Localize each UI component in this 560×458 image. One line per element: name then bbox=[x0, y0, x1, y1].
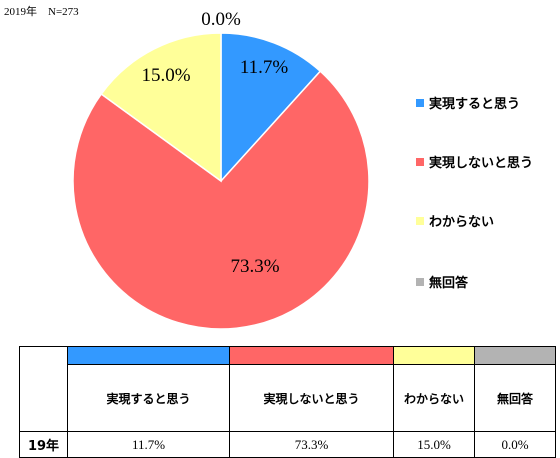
color-cell-2 bbox=[229, 346, 394, 365]
color-cell-3 bbox=[393, 346, 475, 365]
legend-item-1: 実現すると思う bbox=[416, 93, 520, 112]
legend-swatch-2 bbox=[416, 157, 424, 166]
data-table: 実現すると思う 実現しないと思う わからない 無回答 19年 11.7% 73.… bbox=[19, 346, 556, 458]
legend-label-3: わからない bbox=[429, 215, 495, 230]
chart-subtitle: 2019年 N=273 bbox=[4, 6, 79, 18]
color-row bbox=[19, 346, 556, 432]
legend: 実現すると思う 実現しないと思う わからない 無回答 bbox=[416, 0, 556, 330]
table-header-2: 実現しないと思う bbox=[229, 364, 394, 432]
legend-item-3: わからない bbox=[416, 211, 494, 230]
slice-label-3: 15.0% bbox=[141, 65, 190, 86]
legend-swatch-3 bbox=[416, 216, 424, 225]
slice-label-4: 0.0% bbox=[201, 9, 241, 30]
table-value-3: 15.0% bbox=[393, 431, 475, 458]
pie-slice-1 bbox=[220, 32, 322, 183]
corner-cell bbox=[19, 346, 68, 432]
table-value-1: 11.7% bbox=[67, 431, 230, 458]
color-cell-1 bbox=[67, 346, 230, 365]
legend-label-1: 実現すると思う bbox=[429, 97, 521, 112]
pie-slice-2 bbox=[72, 70, 370, 330]
legend-swatch-4 bbox=[416, 277, 424, 286]
table-value-2: 73.3% bbox=[229, 431, 394, 458]
table-value-4: 0.0% bbox=[474, 431, 556, 458]
header-row: 実現すると思う 実現しないと思う わからない 無回答 bbox=[20, 364, 556, 432]
slice-label-2: 73.3% bbox=[230, 256, 279, 277]
table-header-1: 実現すると思う bbox=[67, 364, 230, 432]
table-header-4: 無回答 bbox=[474, 364, 556, 432]
legend-swatch-1 bbox=[416, 98, 424, 107]
table-header-3: わからない bbox=[393, 364, 475, 432]
pie-chart: 11.7% 73.3% 15.0% 0.0% bbox=[72, 9, 370, 330]
slice-label-1: 11.7% bbox=[240, 57, 289, 78]
legend-item-2: 実現しないと思う bbox=[416, 152, 533, 171]
legend-label-4: 無回答 bbox=[429, 276, 469, 291]
color-cell-4 bbox=[474, 346, 556, 365]
legend-item-4: 無回答 bbox=[416, 272, 468, 291]
legend-label-2: 実現しないと思う bbox=[429, 156, 534, 171]
table-row: 19年 11.7% 73.3% 15.0% 0.0% bbox=[19, 431, 556, 458]
pie-slice-3 bbox=[100, 32, 222, 183]
row-label: 19年 bbox=[19, 431, 68, 458]
